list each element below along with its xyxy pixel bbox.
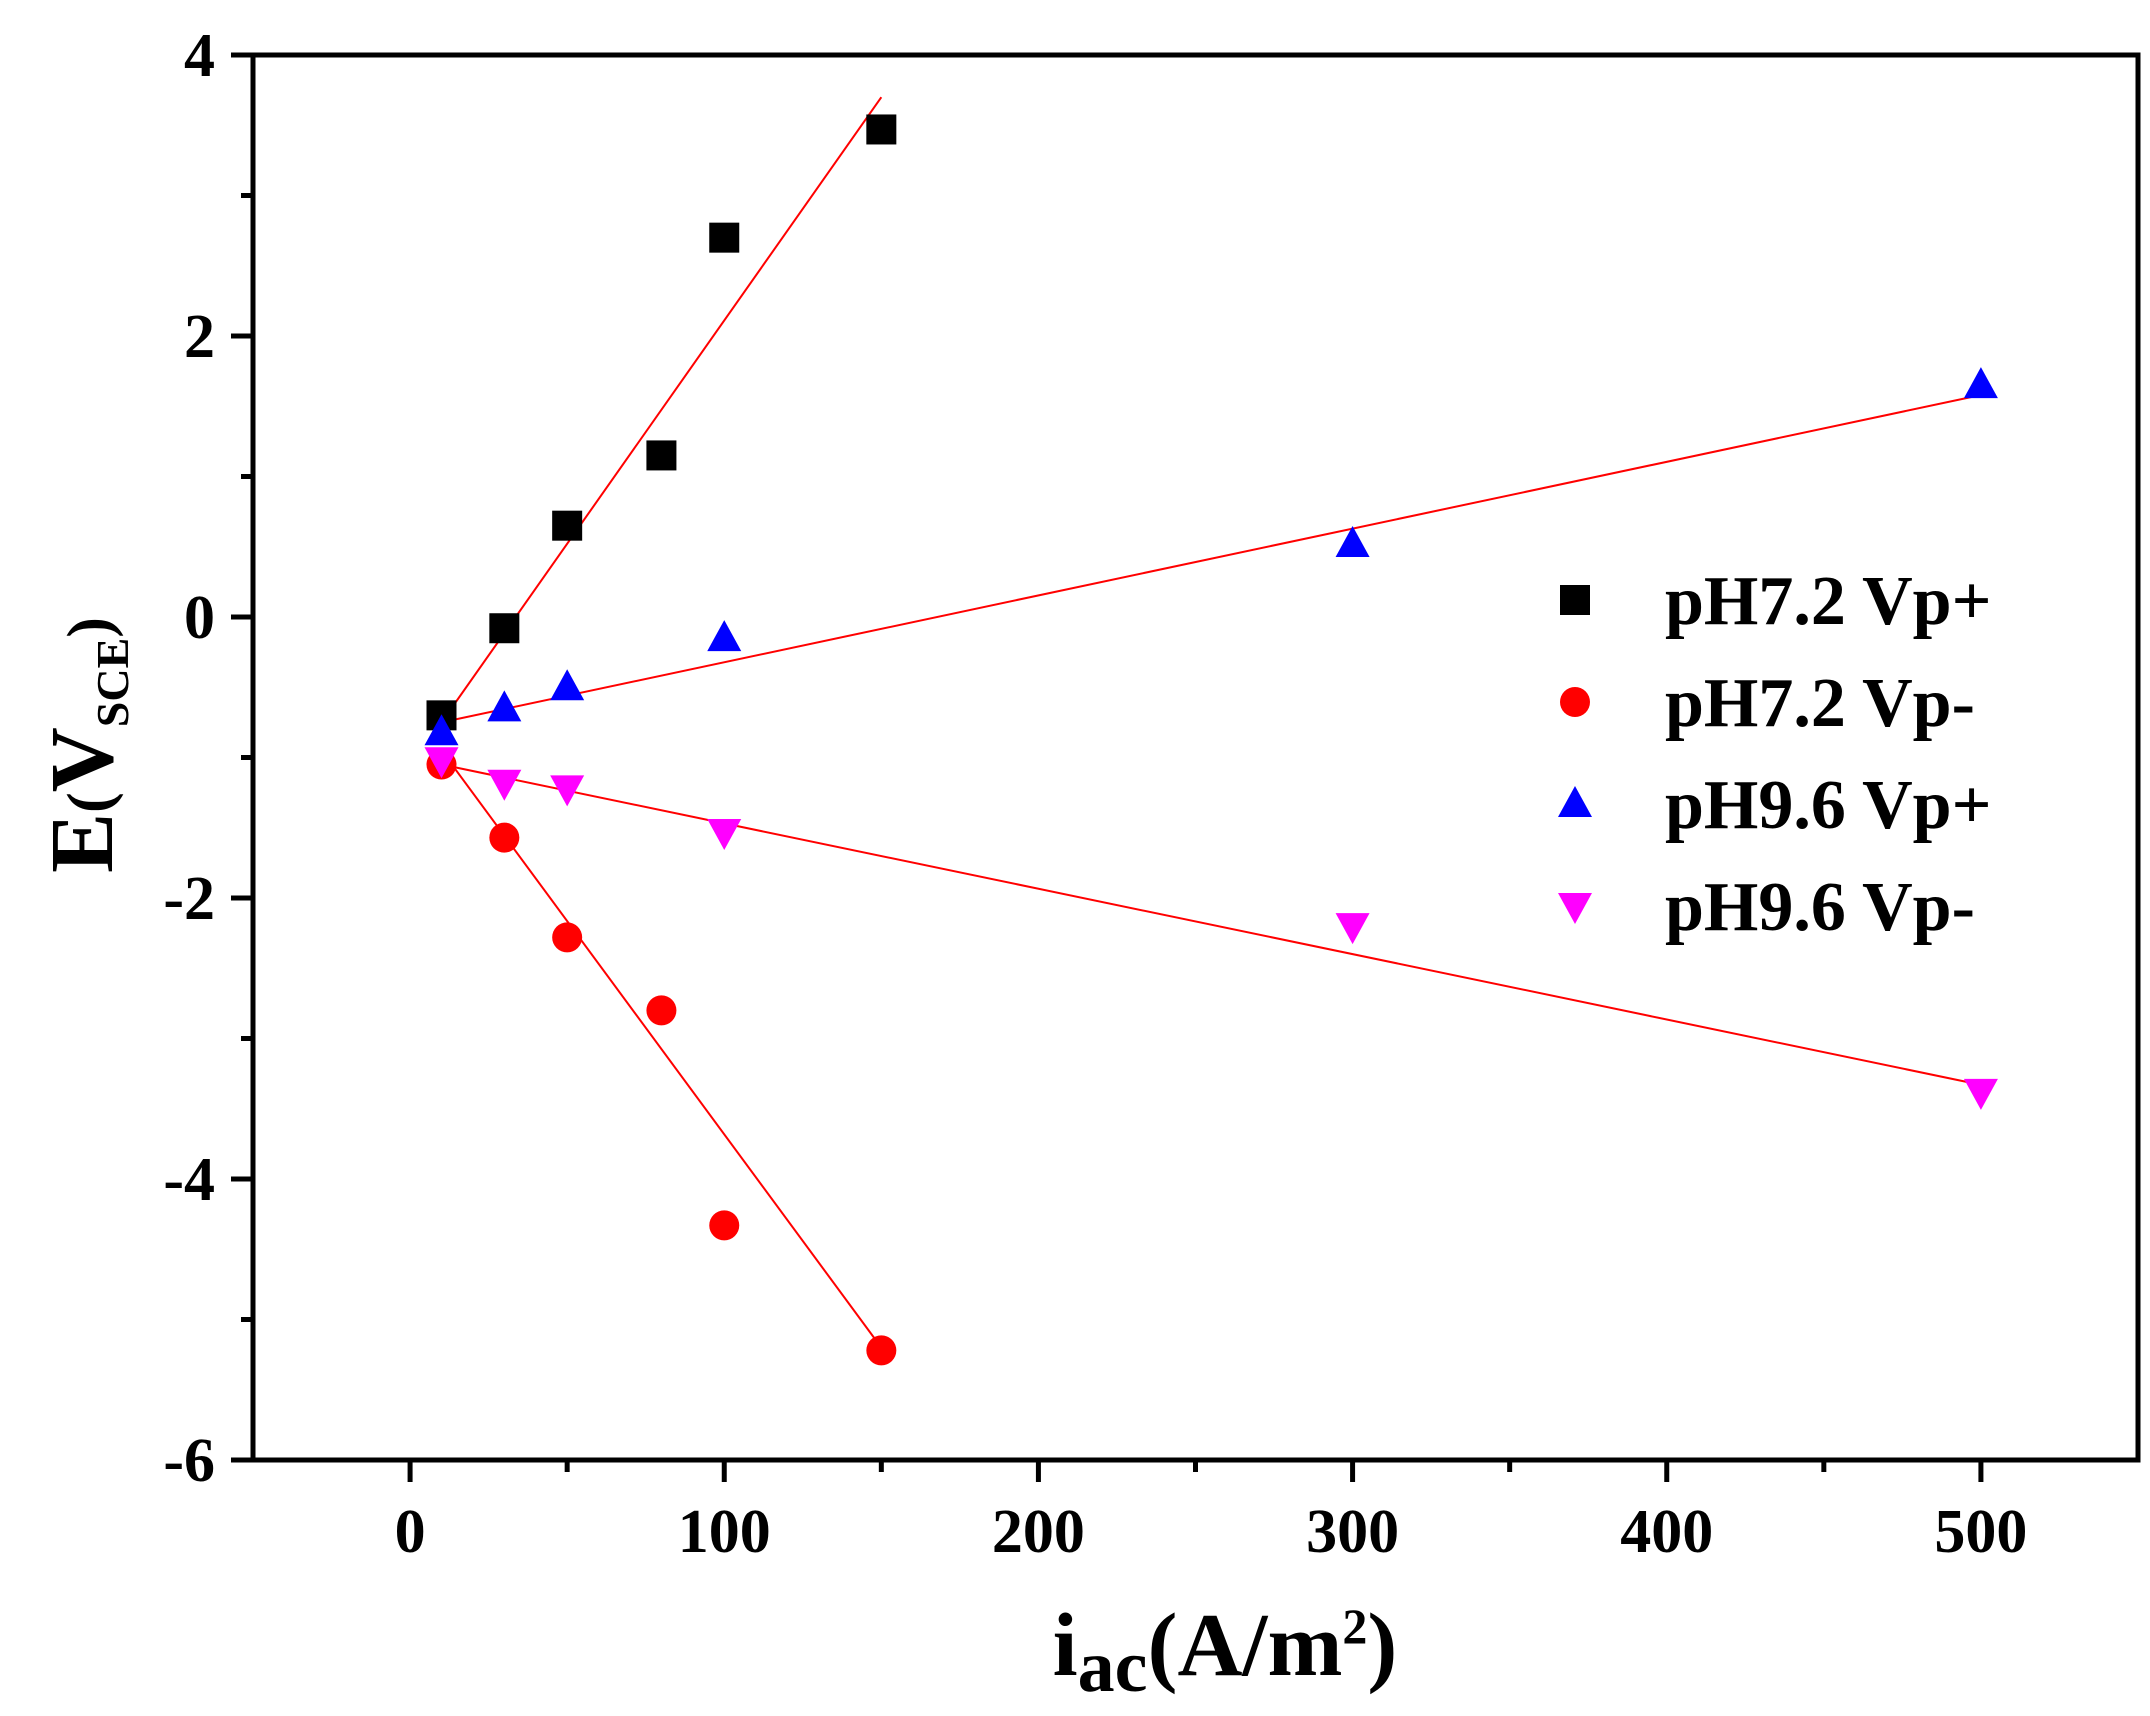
data-point-ph9-6-vp xyxy=(550,669,585,701)
data-point-ph7-2-vp xyxy=(866,114,897,145)
legend-label-ph9-6-vp: pH9.6 Vp+ xyxy=(1665,767,1991,844)
data-point-ph9-6-vp xyxy=(424,747,459,779)
data-point-ph7-2-vp xyxy=(552,922,583,953)
plot-frame xyxy=(250,52,2141,1463)
legend-marker-ph9-6-vp xyxy=(1558,893,1592,924)
data-point-ph9-6-vp xyxy=(550,775,585,807)
data-point-ph7-2-vp xyxy=(646,995,677,1026)
y-tick-label: 4 xyxy=(184,22,215,90)
data-markers xyxy=(424,114,1998,1366)
legend-marker-ph7-2-vp xyxy=(1560,585,1590,615)
data-point-ph7-2-vp xyxy=(552,510,583,541)
x-tick-label: 300 xyxy=(1306,1498,1399,1566)
legend: pH7.2 Vp+ pH7.2 Vp-pH9.6 Vp+ pH9.6 Vp- xyxy=(1558,563,1991,946)
data-point-ph9-6-vp xyxy=(424,714,459,746)
data-point-ph7-2-vp xyxy=(866,1335,897,1366)
y-tick-label: -4 xyxy=(163,1146,215,1214)
legend-label-ph7-2-vp: pH7.2 Vp- xyxy=(1665,665,1975,742)
x-axis-title: iac(A/m2) xyxy=(1053,1596,1398,1708)
axis-ticks: 0 100 200 300 400 500 -6 -4 -2 0 2 4 xyxy=(163,22,2027,1566)
y-axis-title: E(VSCE) xyxy=(33,617,138,873)
x-tick-label: 200 xyxy=(992,1498,1085,1566)
data-point-ph7-2-vp xyxy=(709,1210,740,1241)
data-point-ph7-2-vp xyxy=(709,222,740,253)
fit-line-ph9-6-vp xyxy=(441,394,1982,724)
data-point-ph9-6-vp xyxy=(707,818,742,850)
data-point-ph9-6-vp xyxy=(1963,367,1998,399)
data-point-ph9-6-vp xyxy=(1335,913,1370,945)
fit-line-ph9-6-vp xyxy=(441,763,1982,1086)
data-point-ph9-6-vp xyxy=(487,690,522,722)
data-point-ph9-6-vp xyxy=(487,769,522,801)
x-tick-label: 400 xyxy=(1620,1498,1713,1566)
y-tick-label: 2 xyxy=(184,303,215,371)
y-tick-label: -6 xyxy=(163,1427,215,1495)
y-tick-label: -2 xyxy=(163,865,215,933)
legend-marker-ph7-2-vp xyxy=(1560,687,1590,717)
fit-lines xyxy=(440,96,1982,1349)
data-point-ph7-2-vp xyxy=(489,822,520,853)
data-point-ph9-6-vp xyxy=(1963,1078,1998,1110)
y-tick-label: 0 xyxy=(184,584,215,652)
data-point-ph7-2-vp xyxy=(646,440,677,471)
data-point-ph9-6-vp xyxy=(1335,525,1370,557)
legend-label-ph7-2-vp: pH7.2 Vp+ xyxy=(1665,563,1991,640)
x-tick-label: 500 xyxy=(1934,1498,2027,1566)
fit-line-ph7-2-vp xyxy=(440,749,883,1349)
data-point-ph9-6-vp xyxy=(707,620,742,652)
legend-label-ph9-6-vp: pH9.6 Vp- xyxy=(1665,869,1975,946)
x-tick-label: 0 xyxy=(395,1498,426,1566)
data-point-ph7-2-vp xyxy=(489,613,520,644)
x-tick-label: 100 xyxy=(678,1498,771,1566)
legend-marker-ph9-6-vp xyxy=(1558,786,1592,817)
